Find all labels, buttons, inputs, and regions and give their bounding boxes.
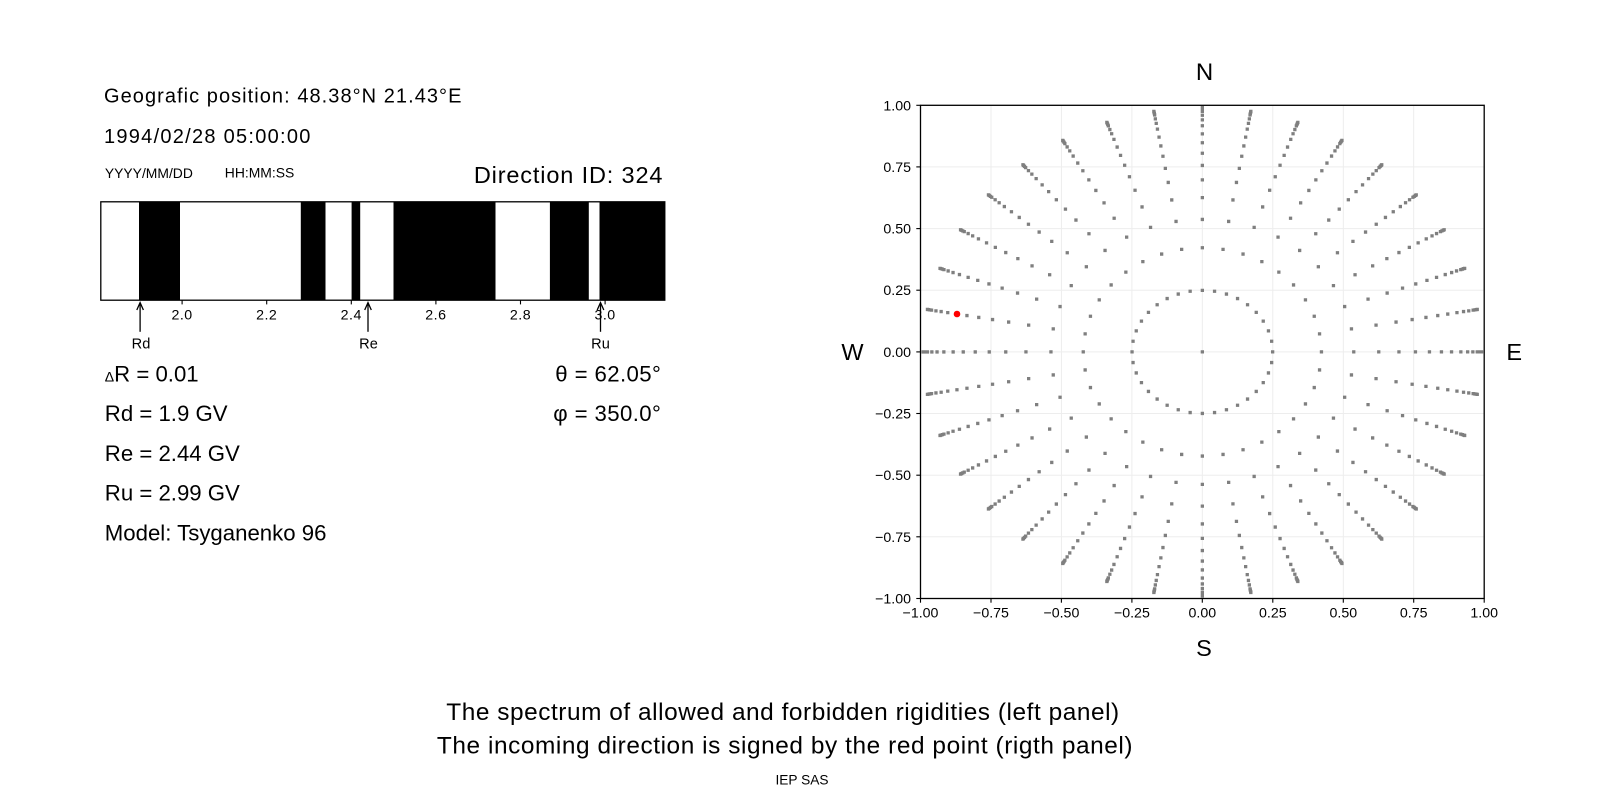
svg-text:YYYY/MM/DD: YYYY/MM/DD [105, 165, 193, 181]
svg-text:2.8: 2.8 [510, 308, 531, 324]
svg-text:N: N [1196, 59, 1213, 86]
svg-text:−0.50: −0.50 [875, 468, 911, 484]
svg-text:2.0: 2.0 [171, 308, 192, 324]
svg-text:W: W [841, 339, 864, 365]
svg-text:φ = 350.0°: φ = 350.0° [553, 401, 661, 426]
svg-text:0.25: 0.25 [883, 283, 911, 299]
svg-text:1994/02/28 05:00:00: 1994/02/28 05:00:00 [104, 126, 312, 148]
svg-text:0.50: 0.50 [883, 222, 911, 238]
svg-text:S: S [1196, 635, 1212, 661]
svg-text:Re: Re [359, 337, 378, 353]
svg-text:E: E [1506, 339, 1522, 365]
svg-text:0.75: 0.75 [883, 160, 911, 176]
svg-text:Rd = 1.9 GV: Rd = 1.9 GV [105, 401, 228, 426]
svg-text:−0.75: −0.75 [973, 606, 1009, 622]
svg-text:0.75: 0.75 [1400, 606, 1428, 622]
svg-text:1.00: 1.00 [1470, 606, 1498, 622]
svg-text:−0.25: −0.25 [875, 407, 911, 423]
svg-text:Ru: Ru [591, 337, 610, 353]
svg-text:0.50: 0.50 [1329, 606, 1357, 622]
svg-text:0.25: 0.25 [1259, 606, 1287, 622]
svg-text:2.4: 2.4 [341, 308, 362, 324]
svg-text:−0.25: −0.25 [1114, 606, 1150, 622]
svg-text:2.2: 2.2 [256, 308, 277, 324]
svg-text:The incoming direction is sign: The incoming direction is signed by the … [437, 733, 1133, 760]
svg-text:3.0: 3.0 [594, 308, 615, 324]
svg-text:The spectrum of allowed and fo: The spectrum of allowed and forbidden ri… [446, 699, 1119, 726]
svg-text:ΔR = 0.01: ΔR = 0.01 [105, 361, 199, 386]
svg-text:Rd: Rd [132, 337, 151, 353]
svg-text:HH:MM:SS: HH:MM:SS [225, 164, 294, 180]
svg-text:IEP SAS: IEP SAS [775, 773, 828, 788]
svg-text:−1.00: −1.00 [875, 592, 911, 608]
svg-text:0.00: 0.00 [883, 345, 911, 361]
svg-text:−1.00: −1.00 [903, 606, 939, 622]
svg-text:Ru = 2.99 GV: Ru = 2.99 GV [105, 480, 240, 505]
svg-text:0.00: 0.00 [1188, 606, 1216, 622]
svg-text:−0.50: −0.50 [1043, 606, 1079, 622]
svg-text:2.6: 2.6 [425, 308, 446, 324]
svg-text:θ = 62.05°: θ = 62.05° [555, 361, 661, 386]
svg-text:Re = 2.44 GV: Re = 2.44 GV [105, 441, 240, 466]
svg-text:Direction ID: 324: Direction ID: 324 [474, 162, 663, 188]
svg-text:1.00: 1.00 [883, 98, 911, 114]
svg-text:−0.75: −0.75 [875, 530, 911, 546]
svg-text:Geografic position: 48.38°N 21: Geografic position: 48.38°N 21.43°E [104, 86, 463, 108]
svg-text:Model: Tsyganenko 96: Model: Tsyganenko 96 [105, 521, 327, 546]
